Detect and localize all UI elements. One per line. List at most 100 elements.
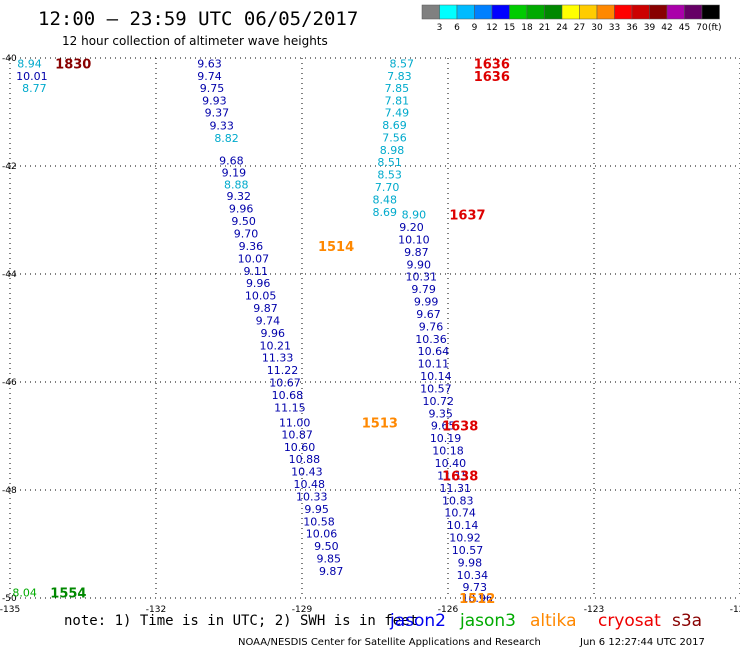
swh-value-label: 10.88 (289, 453, 321, 466)
swh-value-label: 9.95 (304, 503, 329, 516)
swh-value-label: 10.57 (420, 382, 452, 395)
swh-value-label: 10.11 (418, 358, 450, 371)
swh-value-label: 10.19 (430, 432, 462, 445)
colorbar-label: 18 (521, 23, 533, 33)
swh-value-label: 8.69 (372, 206, 397, 219)
legend-jason2: jason2 (389, 611, 446, 631)
time-label: 1636 (474, 57, 510, 72)
time-label: 1512 (459, 592, 495, 607)
swh-value-label: 10.14 (447, 519, 479, 532)
swh-value-label: 10.57 (452, 544, 484, 557)
y-tick-label: -50 (2, 594, 17, 604)
swh-value-label: 9.63 (197, 57, 222, 70)
colorbar-label: 45 (679, 23, 690, 33)
colorbar-label: 70 (696, 23, 708, 33)
colorbar-label: 9 (472, 23, 478, 33)
swh-value-label: 9.20 (399, 221, 424, 234)
swh-value-label: 8.98 (380, 144, 405, 157)
x-tick-label: -120 (730, 605, 740, 615)
x-tick-label: -126 (438, 605, 459, 615)
x-tick-label: -132 (146, 605, 166, 615)
swh-value-label: 10.05 (245, 290, 277, 303)
y-tick-label: -42 (2, 162, 17, 172)
swh-value-label: 9.19 (222, 166, 247, 179)
swh-value-label: 10.68 (272, 389, 304, 402)
swh-value-label: 9.70 (234, 228, 259, 241)
swh-value-label: 9.74 (256, 314, 281, 327)
swh-value-label: 10.58 (303, 515, 335, 528)
swh-value-label: 10.36 (415, 333, 447, 346)
swh-value-label: 8.94 (17, 57, 42, 70)
swh-value-label: 11.31 (440, 482, 472, 495)
swh-value-label: 9.65 (431, 420, 456, 433)
colorbar-label: 30 (591, 23, 603, 33)
swh-value-label: 10.60 (284, 441, 316, 454)
colorbar-swatch (649, 4, 668, 20)
y-tick-label: -46 (2, 378, 17, 388)
swh-value-label: 9.50 (314, 540, 339, 553)
time-label: 1513 (362, 417, 398, 432)
colorbar-swatch (491, 4, 510, 20)
colorbar-swatch (526, 4, 545, 20)
colorbar-swatch (631, 4, 650, 20)
colorbar-label: 15 (504, 23, 515, 33)
colorbar-label: 24 (556, 23, 568, 33)
swh-value-label: 9.68 (219, 155, 244, 168)
swh-value-label: 7.85 (385, 82, 410, 95)
swh-value-label: 11.00 (279, 417, 311, 430)
swh-value-label: 9.36 (239, 240, 264, 253)
swh-value-label: 9.11 (244, 265, 269, 278)
x-tick-label: -135 (0, 605, 20, 615)
time-label: 1554 (50, 587, 86, 602)
swh-value-label: 10.96 (461, 592, 493, 605)
swh-value-label: 8.57 (390, 57, 415, 70)
colorbar-swatch (561, 4, 580, 20)
swh-value-label: 9.37 (205, 107, 230, 120)
swh-value-label: 10.18 (432, 445, 464, 458)
swh-value-label: 10.21 (259, 339, 291, 352)
colorbar-swatch (544, 4, 563, 20)
x-tick-label: -129 (292, 605, 313, 615)
swh-value-label: 8.90 (402, 209, 427, 222)
colorbar-label: 6 (454, 23, 460, 33)
footer-credit: NOAA/NESDIS Center for Satellite Applica… (238, 637, 541, 648)
time-label: 1638 (442, 469, 478, 484)
swh-value-label: 8.04 (12, 587, 37, 600)
swh-value-label: 9.73 (463, 581, 488, 594)
swh-value-label: 9.87 (404, 246, 429, 259)
swh-value-label: 10.34 (457, 569, 489, 582)
colorbar-swatch (684, 4, 703, 20)
colorbar-swatch (579, 4, 598, 20)
swh-value-label: 10.72 (423, 395, 455, 408)
footer-timestamp: Jun 6 12:27:44 UTC 2017 (579, 637, 705, 648)
colorbar-label: 42 (661, 23, 672, 33)
time-label: 1638 (442, 420, 478, 435)
y-tick-label: -40 (2, 54, 17, 64)
legend-jason3: jason3 (459, 611, 516, 631)
swh-value-label: 10.31 (405, 271, 437, 284)
swh-value-label: 7.49 (385, 107, 410, 120)
swh-value-label: 9.93 (202, 95, 227, 108)
swh-value-label: 7.56 (382, 131, 407, 144)
swh-value-label: 10.40 (435, 457, 467, 470)
swh-value-label: 7.81 (385, 95, 410, 108)
time-label: 1830 (55, 57, 91, 72)
colorbar-label: 33 (609, 23, 620, 33)
swh-value-label: 10.33 (296, 490, 328, 503)
swh-value-label: 9.76 (419, 320, 444, 333)
legend-s3a: s3a (672, 611, 702, 631)
swh-value-label: 9.98 (458, 556, 483, 569)
legend-cryosat: cryosat (598, 611, 661, 631)
chart-subtitle: 12 hour collection of altimeter wave hei… (62, 34, 328, 48)
swh-value-label: 8.48 (372, 193, 397, 206)
swh-value-label: 10.43 (291, 466, 323, 479)
swh-value-label: 10.83 (442, 494, 474, 507)
swh-value-label: 10.06 (306, 528, 338, 541)
colorbar-swatch (701, 4, 720, 20)
swh-value-label: 8.82 (214, 132, 239, 145)
swh-value-label: 10.92 (449, 532, 481, 545)
swh-value-label: 8.51 (377, 156, 402, 169)
swh-value-label: 9.67 (416, 308, 441, 321)
